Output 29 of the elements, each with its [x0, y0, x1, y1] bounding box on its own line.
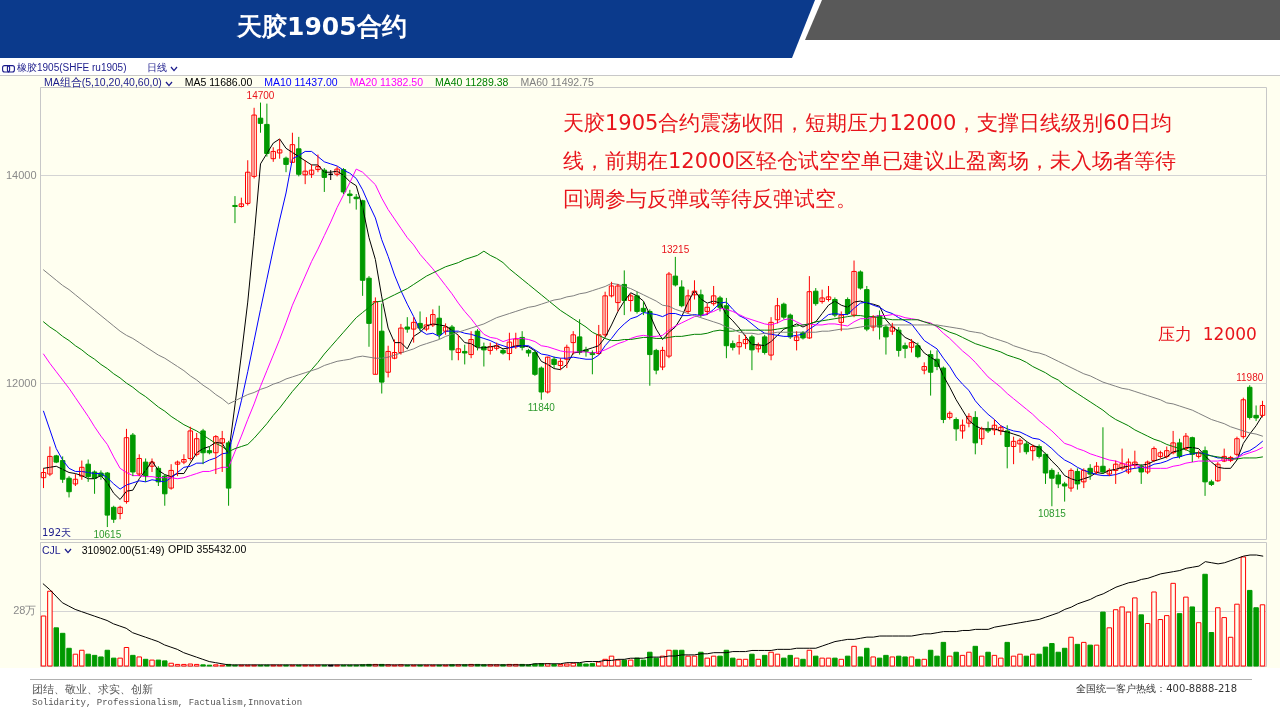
- chart-title: 天胶1905合约: [237, 12, 407, 42]
- legend-title: MA组合(5,10,20,40,60,0): [44, 76, 162, 89]
- annotation: 11980: [1236, 372, 1264, 384]
- y-tick-label: 28万: [13, 604, 37, 617]
- annotation: 10815: [1037, 508, 1067, 520]
- text: 日线: [146, 62, 167, 74]
- text: 团结、敬业、求实、创新: [32, 683, 153, 696]
- annotation: 192天: [42, 527, 72, 539]
- annotation: 天胶1905合约震荡收阳，短期压力12000，支撑日线级别60日均: [563, 111, 1172, 136]
- annotation: 10615: [93, 529, 122, 541]
- text: 橡胶1905(SHFE ru1905): [17, 62, 127, 74]
- text: 全国统一客户热线：400-8888-218: [1076, 683, 1237, 695]
- annotation: 310902.00(51:49): [81, 544, 165, 557]
- annotation: CJL: [42, 544, 61, 557]
- text: MA10 11437.00: [264, 76, 338, 89]
- text: Solidarity, Professionalism, Factualism,Innovation: [32, 698, 303, 709]
- y-tick-label: 14000: [5, 168, 37, 181]
- text: MA60 11492.75: [520, 76, 594, 89]
- text: OPID 355432.00: [168, 543, 247, 556]
- annotation: 压力 12000: [1158, 324, 1257, 345]
- annotation: 11840: [527, 401, 556, 413]
- text: MA20 11382.50: [349, 76, 424, 89]
- text: MA5 11686.00: [184, 76, 253, 89]
- annotation: 13215: [661, 243, 690, 255]
- annotation: 回调参与反弹或等待反弹试空。: [563, 187, 857, 212]
- annotation: 线，前期在12000区轻仓试空空单已建议止盈离场，未入场者等待: [563, 149, 1176, 174]
- annotation: 14700: [246, 89, 275, 101]
- text: MA40 11289.38: [435, 76, 509, 89]
- y-tick-label: 12000: [5, 376, 37, 389]
